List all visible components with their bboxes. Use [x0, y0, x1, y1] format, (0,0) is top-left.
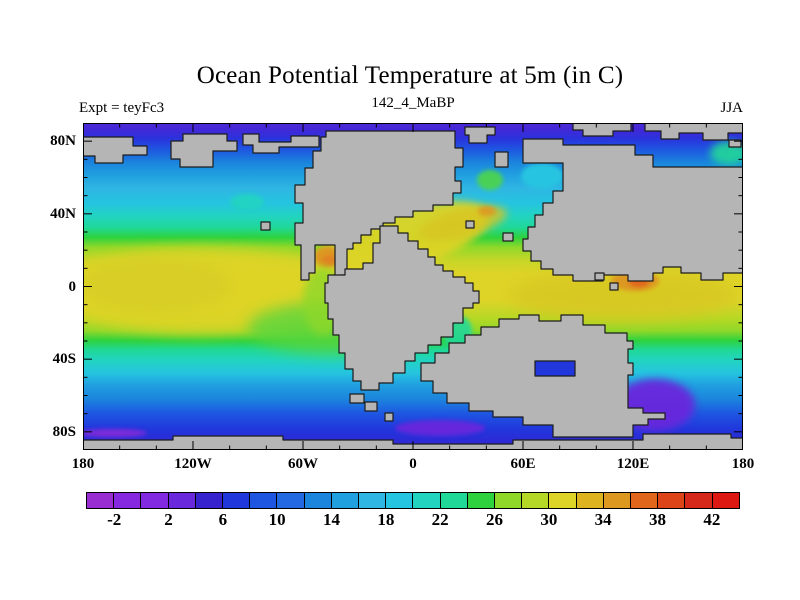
landmass-laurasia — [294, 130, 464, 281]
landmass-arctic-west-2 — [170, 133, 238, 168]
bay-south-blue — [534, 360, 576, 377]
colorbar-segment-2 — [168, 493, 196, 508]
colorbar-label-42: 42 — [703, 510, 721, 529]
islet-east-coast-1 — [594, 272, 605, 281]
landmass-asia — [522, 138, 743, 282]
x-axis-label-180-0: 180 — [71, 456, 95, 472]
colorbar-label-30: 30 — [540, 510, 558, 529]
colorbar-segment-42 — [712, 493, 739, 508]
plot-subtitle: 142_4_MaBP — [371, 95, 455, 111]
colorbar-segment-28 — [522, 493, 550, 508]
landmass-antarctic-strip — [83, 433, 743, 450]
landmasses — [83, 123, 743, 450]
colorbar-segment-32 — [576, 493, 604, 508]
islet-seaway-1 — [465, 220, 475, 229]
colorbar-segment-16 — [359, 493, 387, 508]
colorbar-label-34: 34 — [594, 510, 612, 529]
colorbar-segment-24 — [467, 493, 496, 508]
colorbar-segment-38 — [658, 493, 686, 508]
islet-west-pacific — [260, 221, 271, 231]
map-axis-ticks — [83, 123, 743, 450]
colorbar-label--2: -2 — [107, 510, 122, 529]
colorbar-segment-4 — [195, 493, 224, 508]
x-axis-label-120E-5: 120E — [616, 456, 650, 472]
colorbar-segment-18 — [386, 493, 414, 508]
experiment-label: Expt = teyFc3 — [79, 100, 165, 116]
colorbar-segment-26 — [495, 493, 523, 508]
y-axis-label-80N: 80N — [50, 133, 76, 150]
colorbar-segment-34 — [603, 493, 632, 508]
landmass-arctic-west-3 — [242, 133, 320, 154]
x-axis-label-0-3: 0 — [409, 456, 417, 472]
temperature-colorbar — [86, 492, 740, 509]
islet-north-channel — [494, 151, 509, 168]
y-axis-label-40N: 40N — [50, 205, 76, 222]
colorbar-label-22: 22 — [431, 510, 449, 529]
colorbar-segment-8 — [250, 493, 278, 508]
colorbar-segment-14 — [331, 493, 360, 508]
colorbar-segment-36 — [631, 493, 659, 508]
islet-east-coast-2 — [609, 282, 619, 291]
landmass-arctic-west-1 — [83, 136, 148, 164]
colorbar-label-26: 26 — [486, 510, 503, 529]
colorbar-label-18: 18 — [377, 510, 395, 529]
landmass-laurasia-ne-strip — [464, 126, 496, 144]
y-axis-label-0: 0 — [68, 278, 77, 295]
colorbar-segment--4 — [87, 493, 115, 508]
x-axis-label-60W-2: 60W — [288, 456, 318, 472]
temperature-map — [83, 123, 743, 450]
x-axis-label-60E-4: 60E — [510, 456, 536, 472]
colorbar-segment-20 — [413, 493, 441, 508]
islet-south-1 — [349, 393, 365, 404]
colorbar-label-6: 6 — [218, 510, 228, 529]
plot-title: Ocean Potential Temperature at 5m (in C) — [196, 62, 624, 89]
y-axis-label-80S: 80S — [52, 423, 76, 440]
colorbar-segment-0 — [141, 493, 169, 508]
islet-south-3 — [384, 412, 394, 422]
colorbar-segment-6 — [223, 493, 251, 508]
colorbar-label-2: 2 — [164, 510, 173, 529]
colorbar-segment-40 — [685, 493, 713, 508]
colorbar-segment--2 — [114, 493, 142, 508]
x-axis-label-120W-1: 120W — [174, 456, 212, 472]
colorbar-segment-22 — [440, 493, 468, 508]
landmass-gondwana — [324, 225, 480, 391]
landmass-arctic-east-1 — [572, 123, 632, 137]
islet-seaway-2 — [502, 232, 514, 242]
x-axis-label-180-6: 180 — [731, 456, 755, 472]
colorbar-segment-30 — [549, 493, 577, 508]
colorbar-label-14: 14 — [323, 510, 340, 529]
colorbar-label-38: 38 — [649, 510, 666, 529]
season-label: JJA — [720, 100, 743, 116]
y-axis-label-40S: 40S — [52, 351, 76, 368]
colorbar-segment-12 — [304, 493, 332, 508]
islet-south-2 — [364, 401, 378, 412]
islet-ne-corner — [728, 139, 742, 148]
colorbar-label-10: 10 — [268, 510, 286, 529]
colorbar-segment-10 — [277, 493, 305, 508]
